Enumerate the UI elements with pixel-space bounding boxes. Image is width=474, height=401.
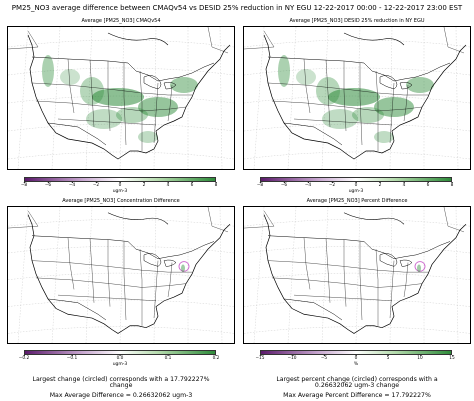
colorbar-tick-label: −5 <box>320 354 328 361</box>
colorbar-tick-label: 6 <box>426 181 430 188</box>
panel-title: Average [PM25_NO3] Percent Difference <box>306 198 408 204</box>
map-panel-cmaq: Average [PM25_NO3] CMAQv54 −8 −6 −4 −2 0 2 4 6 8… <box>7 18 235 216</box>
colorbar-tick-label: 0.2 <box>212 354 220 361</box>
colorbar-tick-label: −10 <box>287 354 297 361</box>
colorbar-tick-label: 0 <box>354 354 358 361</box>
colorbar-tick-label: 0 <box>118 181 122 188</box>
map-panel-desid: Average [PM25_NO3] DESID 25% reduction i… <box>243 18 471 216</box>
concentration-area <box>328 88 380 106</box>
concentration-area <box>138 97 178 117</box>
map-area[interactable] <box>7 26 235 170</box>
concentration-area <box>170 77 198 93</box>
concentration-area <box>138 131 158 143</box>
colorbar-unit: % <box>353 362 359 367</box>
right-note-line: 0.26632062 ugm-3 change <box>314 382 400 389</box>
concentration-area <box>42 55 54 87</box>
difference-area <box>417 264 421 273</box>
concentration-area <box>374 131 394 143</box>
colorbar-tick-label: 2 <box>378 181 382 188</box>
concentration-area <box>116 107 148 123</box>
colorbar-unit: ugm-3 <box>112 362 128 367</box>
colorbar-tick-label: −0.1 <box>66 354 78 361</box>
colorbar-tick-label: −8 <box>20 181 28 188</box>
colorbar-tick-label: 15 <box>449 354 455 361</box>
panel-title: Average [PM25_NO3] DESID 25% reduction i… <box>289 18 425 24</box>
colorbar-unit: ugm-3 <box>112 189 128 194</box>
colorbar-tick-label: 8 <box>450 181 454 188</box>
concentration-area <box>296 69 316 85</box>
left-note: Largest change (circled) corresponds wit… <box>7 376 235 400</box>
colorbar-tick-label: 5 <box>386 354 390 361</box>
colorbar-tick-label: −0.2 <box>18 354 30 361</box>
us-map <box>8 207 234 343</box>
right-note-line: Largest percent change (circled) corresp… <box>276 376 438 383</box>
concentration-area <box>406 77 434 93</box>
colorbar-tick-label: 2 <box>142 181 146 188</box>
concentration-area <box>352 107 384 123</box>
map-area[interactable] <box>243 26 471 170</box>
colorbar-tick-label: −8 <box>256 181 264 188</box>
colorbar-tick-label: −4 <box>68 181 76 188</box>
us-map <box>244 207 470 343</box>
concentration-area <box>278 55 290 87</box>
concentration-area <box>374 97 414 117</box>
colorbar-tick-label: 6 <box>190 181 194 188</box>
colorbar-unit: ugm-3 <box>348 189 364 194</box>
concentration-area <box>60 69 80 85</box>
concentration-area <box>86 109 122 129</box>
colorbar-tick-label: −2 <box>92 181 100 188</box>
difference-area <box>181 264 185 273</box>
right-note: Largest percent change (circled) corresp… <box>243 376 471 400</box>
map-panel-concentration-difference: Average [PM25_NO3] Concentration Differe… <box>7 198 235 367</box>
max-average-percent-difference: Max Average Percent Difference = 17.7922… <box>283 392 431 399</box>
colorbar-tick-label: −4 <box>304 181 312 188</box>
max-change-circle <box>178 261 190 272</box>
colorbar-tick-label: 0.1 <box>164 354 172 361</box>
colorbar-tick-label: −2 <box>328 181 336 188</box>
max-average-difference: Max Average Difference = 0.26632062 ugm-… <box>49 392 193 399</box>
colorbar-tick-label: 10 <box>417 354 423 361</box>
us-map <box>8 27 234 169</box>
max-change-circle <box>414 261 426 272</box>
panel-title: Average [PM25_NO3] CMAQv54 <box>81 18 161 24</box>
us-map <box>244 27 470 169</box>
map-area[interactable] <box>243 206 471 344</box>
concentration-area <box>92 88 144 106</box>
panel-title: Average [PM25_NO3] Concentration Differe… <box>62 198 180 204</box>
colorbar-tick-label: 0.0 <box>116 354 124 361</box>
colorbar-tick-label: −15 <box>255 354 265 361</box>
colorbar-tick-label: −6 <box>280 181 288 188</box>
colorbar-tick-label: −6 <box>44 181 52 188</box>
map-panel-percent-difference: Average [PM25_NO3] Percent Difference −1… <box>243 198 471 367</box>
left-note-line: change <box>109 382 133 389</box>
colorbar-tick-label: 0 <box>354 181 358 188</box>
left-note-line: Largest change (circled) corresponds wit… <box>32 376 210 383</box>
colorbar-tick-label: 4 <box>166 181 170 188</box>
colorbar-tick-label: 8 <box>214 181 218 188</box>
colorbar-tick-label: 4 <box>402 181 406 188</box>
figure-title: PM25_NO3 average difference between CMAQ… <box>11 4 463 12</box>
concentration-area <box>322 109 358 129</box>
map-area[interactable] <box>7 206 235 344</box>
